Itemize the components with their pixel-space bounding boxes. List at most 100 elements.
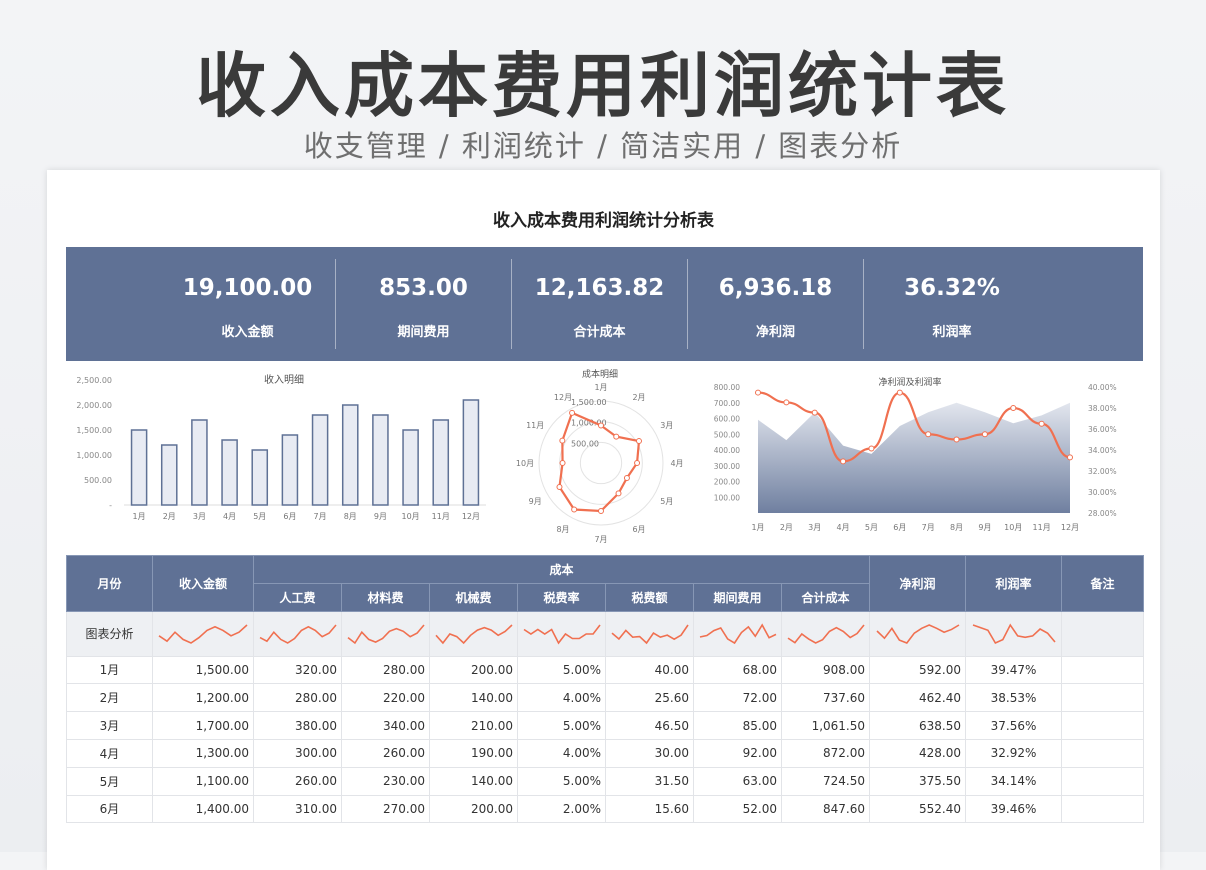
x-tick-label: 8月 — [344, 512, 357, 521]
y-tick-label: - — [109, 501, 112, 510]
sparkline-row: 图表分析 — [66, 610, 1144, 657]
table-cell: 30.00 — [605, 738, 694, 768]
bar — [402, 429, 419, 506]
table-cell — [1061, 766, 1144, 796]
table-cell: 4月 — [66, 738, 153, 768]
table-cell: 31.50 — [605, 766, 694, 796]
radar-axis-label: 5月 — [660, 497, 673, 506]
kpi-label: 期间费用 — [397, 325, 450, 340]
radar-tick-label: 500.00 — [571, 439, 599, 448]
kpi-revenue: 19,100.00 收入金额 — [160, 259, 336, 349]
y2-tick-label: 40.00% — [1088, 383, 1117, 392]
table-cell: 220.00 — [341, 683, 430, 713]
table-cell: 6月 — [66, 794, 153, 824]
table-cell: 40.00 — [605, 655, 694, 685]
x-tick-label: 11月 — [1033, 523, 1051, 532]
table-cell: 39.47% — [965, 655, 1062, 685]
radar-point — [615, 490, 622, 497]
kpi-value: 19,100.00 — [182, 275, 313, 301]
table-cell: 4.00% — [517, 683, 606, 713]
table-cell: 1,061.50 — [781, 711, 870, 740]
x-tick-label: 2月 — [163, 512, 176, 521]
x-tick-label: 6月 — [283, 512, 296, 521]
table-cell: 270.00 — [341, 794, 430, 824]
report-title: 收入成本费用利润统计分析表 — [493, 211, 714, 231]
table-row: 4月 1,300.00 300.00 260.00 190.00 4.00% 30.00 92… — [66, 738, 1144, 768]
cost-radar-chart: 成本明细 500.00 1,000.00 1,500.00 1月 2月 3月 4月 5月 6月 7月… — [516, 368, 684, 544]
y-tick-label: 2,000.00 — [76, 401, 112, 410]
sparkline — [259, 624, 337, 644]
table-cell: 300.00 — [253, 738, 342, 768]
bar — [372, 414, 389, 506]
profit-rate-point — [840, 458, 847, 465]
kpi-period-expense: 853.00 期间费用 — [336, 259, 512, 349]
table-cell: 5.00% — [517, 655, 606, 685]
bar — [341, 404, 359, 506]
x-tick-label: 10月 — [401, 512, 419, 521]
sparkline — [523, 624, 601, 645]
sparkline — [787, 624, 865, 644]
x-tick-label: 3月 — [808, 523, 821, 532]
x-tick-label: 1月 — [751, 523, 764, 532]
radar-axis-label: 8月 — [556, 525, 569, 534]
sparkline-cell — [869, 610, 966, 657]
kpi-net-profit: 6,936.18 净利润 — [688, 259, 864, 349]
table-cell: 210.00 — [429, 711, 518, 740]
header-material: 材料费 — [341, 582, 430, 612]
radar-point — [635, 438, 642, 445]
x-tick-label: 9月 — [374, 512, 387, 521]
y-tick-label: 800.00 — [714, 383, 740, 392]
table-cell: 230.00 — [341, 766, 430, 796]
table-cell: 52.00 — [693, 794, 782, 824]
table-cell: 32.92% — [965, 738, 1062, 768]
table-cell — [1061, 738, 1144, 768]
radar-axis-label: 7月 — [594, 535, 607, 544]
table-cell — [1061, 655, 1144, 685]
header-revenue: 收入金额 — [152, 555, 254, 612]
kpi-label: 收入金额 — [221, 325, 274, 340]
x-tick-label: 8月 — [950, 523, 963, 532]
table-cell — [1061, 683, 1144, 713]
kpi-value: 12,163.82 — [534, 275, 665, 301]
y-tick-label: 300.00 — [714, 462, 740, 471]
x-tick-label: 5月 — [865, 523, 878, 532]
profit-rate-point — [755, 389, 761, 396]
bar — [462, 399, 480, 506]
x-tick-label: 2月 — [780, 523, 793, 532]
header-total-cost: 合计成本 — [781, 582, 870, 612]
table-cell: 200.00 — [429, 655, 518, 685]
y-tick-label: 2,500.00 — [76, 376, 112, 385]
hero-title: 收入成本费用利润统计表 — [196, 45, 1010, 127]
hero-subtitle: 收支管理 / 利润统计 / 简洁实用 / 图表分析 — [303, 129, 903, 163]
kpi-value: 853.00 — [379, 275, 468, 301]
radar-point — [634, 460, 641, 466]
table-cell: 200.00 — [429, 794, 518, 824]
table-cell: 140.00 — [429, 766, 518, 796]
sparkline — [434, 624, 513, 644]
profit-combo-chart: 净利润及利润率 100.00 200.00 300.00 400.00 500.00 600… — [714, 376, 1117, 532]
sparkline — [158, 623, 248, 644]
table-cell: 72.00 — [693, 683, 782, 713]
sparkline — [699, 622, 776, 644]
profit-rate-point — [925, 431, 932, 438]
radar-axis-label: 3月 — [660, 421, 673, 430]
table-cell: 92.00 — [693, 738, 782, 768]
table-row: 6月 1,400.00 310.00 270.00 200.00 2.00% 15.60 52… — [66, 794, 1144, 824]
y-tick-label: 1,500.00 — [76, 426, 112, 435]
radar-point — [559, 460, 566, 466]
radar-point — [598, 507, 604, 514]
table-cell: 15.60 — [605, 794, 694, 824]
y-tick-label: 200.00 — [714, 478, 740, 487]
x-tick-label: 7月 — [922, 523, 935, 532]
table-cell: 638.50 — [869, 711, 966, 740]
header-tax-rate: 税费率 — [517, 582, 606, 612]
data-table: 月份 收入金额 成本 净利润 利润率 备注 人工费 材料费 机械费 税费率 税费… — [66, 555, 1144, 824]
table-cell — [1061, 794, 1144, 824]
sparkline-cell — [517, 610, 606, 657]
radar-tick-label: 1,500.00 — [571, 398, 607, 407]
table-cell: 380.00 — [253, 711, 342, 740]
bar — [160, 444, 178, 506]
table-cell: 1,100.00 — [152, 766, 254, 796]
chart-title: 成本明细 — [582, 368, 618, 380]
profit-rate-point — [868, 445, 875, 452]
